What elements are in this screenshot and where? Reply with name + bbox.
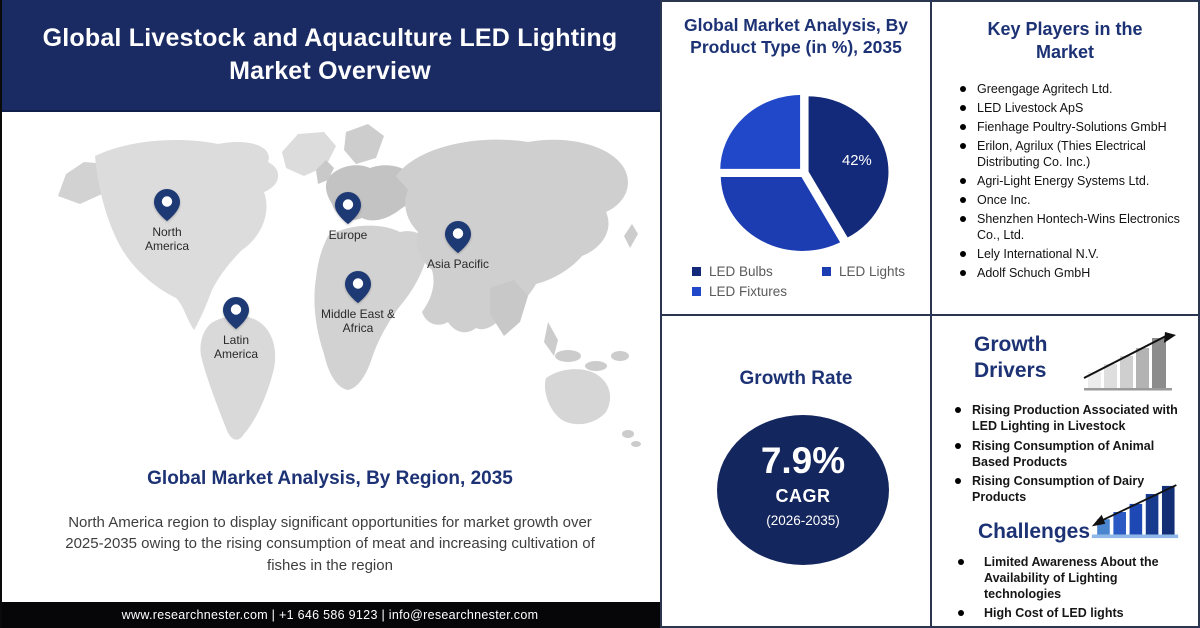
pie-chart-title: Global Market Analysis, By Product Type … bbox=[683, 15, 908, 58]
challenges-heading: Challenges bbox=[978, 519, 1091, 543]
growth-driver-item: Rising Consumption of Dairy Products bbox=[952, 473, 1184, 506]
key-player-item: Shenzhen Hontech-Wins Electronics Co., L… bbox=[958, 211, 1188, 243]
map-region-label: North America bbox=[144, 225, 189, 254]
map-pin-icon bbox=[335, 192, 361, 224]
map-pin-icon bbox=[223, 297, 249, 329]
key-player-item: Agri-Light Energy Systems Ltd. bbox=[958, 173, 1188, 189]
key-player-item: Erilon, Agrilux (Thies Electrical Distri… bbox=[958, 138, 1188, 170]
legend-label: LED Bulbs bbox=[709, 264, 773, 279]
declining-bar-chart-icon bbox=[1091, 483, 1179, 538]
legend-label: LED Fixtures bbox=[709, 284, 788, 299]
key-player-item: Adolf Schuch GmbH bbox=[958, 265, 1188, 281]
map-pin-icon bbox=[445, 221, 471, 253]
key-player-item: Lely International N.V. bbox=[958, 246, 1188, 262]
key-players-panel: Key Players in the Market Greengage Agri… bbox=[930, 0, 1200, 316]
map-region-label: Europe bbox=[328, 228, 368, 242]
left-edge-line bbox=[0, 0, 2, 628]
pie-chart: 42% bbox=[716, 91, 892, 255]
cagr-label: CAGR bbox=[775, 485, 831, 506]
pie-slice bbox=[716, 91, 804, 173]
region-analysis-heading: Global Market Analysis, By Region, 2035 bbox=[147, 468, 513, 489]
map-region-label: Latin America bbox=[213, 333, 258, 362]
world-map-graphic bbox=[58, 124, 641, 447]
key-player-item: Once Inc. bbox=[958, 192, 1188, 208]
legend-swatch bbox=[822, 267, 831, 276]
cagr-period: (2026-2035) bbox=[766, 512, 840, 528]
growth-rate-heading: Growth Rate bbox=[739, 368, 853, 389]
challenges-list: Limited Awareness About the Availability… bbox=[952, 554, 1184, 622]
map-region-label: Middle East & Africa bbox=[320, 307, 396, 336]
map-pin-middle-east-africa: Middle East & Africa bbox=[321, 270, 395, 335]
region-analysis-description: North America region to display signific… bbox=[65, 514, 595, 574]
challenges-header: Challenges bbox=[952, 483, 1184, 544]
rising-bar-chart-icon bbox=[1083, 332, 1176, 391]
pie-slice bbox=[805, 92, 892, 242]
legend-swatch bbox=[692, 267, 701, 276]
cagr-circle: 7.9% CAGR (2026-2035) bbox=[717, 415, 889, 565]
growth-driver-item: Rising Production Associated with LED Li… bbox=[952, 402, 1184, 435]
legend-item: LED Bulbs bbox=[692, 264, 822, 279]
growth-driver-item: Rising Consumption of Animal Based Produ… bbox=[952, 438, 1184, 471]
key-player-item: Fienhage Poultry-Solutions GmbH bbox=[958, 119, 1188, 135]
growth-drivers-list: Rising Production Associated with LED Li… bbox=[952, 402, 1184, 506]
cagr-value: 7.9% bbox=[760, 440, 846, 481]
map-pin-icon bbox=[345, 271, 371, 303]
legend-item: LED Fixtures bbox=[692, 284, 822, 299]
challenge-item: High Cost of LED lights bbox=[952, 605, 1184, 621]
growth-rate-panel: Growth Rate 7.9% CAGR (2026-2035) bbox=[660, 314, 932, 628]
map-pin-asia-pacific: Asia Pacific bbox=[427, 220, 489, 271]
key-player-item: LED Livestock ApS bbox=[958, 100, 1188, 116]
drivers-challenges-panel: Growth Drivers Rising Production Associa… bbox=[930, 314, 1200, 628]
map-pin-latin-america: Latin America bbox=[214, 296, 258, 361]
legend-swatch bbox=[692, 287, 701, 296]
world-map: North America Europe Asia Pacific Middle… bbox=[0, 0, 660, 470]
page-title: Global Livestock and Aquaculture LED Lig… bbox=[42, 24, 618, 85]
growth-drivers-header: Growth Drivers bbox=[952, 332, 1184, 394]
challenge-item: Limited Awareness About the Availability… bbox=[952, 554, 1184, 603]
product-type-chart-panel: Global Market Analysis, By Product Type … bbox=[660, 0, 932, 316]
title-banner: Global Livestock and Aquaculture LED Lig… bbox=[0, 0, 660, 112]
map-region-label: Asia Pacific bbox=[426, 257, 490, 271]
map-pin-north-america: North America bbox=[145, 188, 189, 253]
pie-legend: LED Bulbs LED Lights LED Fixtures bbox=[692, 264, 905, 299]
key-player-item: Greengage Agritech Ltd. bbox=[958, 81, 1188, 97]
map-pin-icon bbox=[154, 189, 180, 221]
key-players-list: Greengage Agritech Ltd. LED Livestock ApS… bbox=[958, 81, 1188, 281]
footer-bar: www.researchnester.com | +1 646 586 9123… bbox=[0, 602, 660, 628]
legend-item: LED Lights bbox=[822, 264, 905, 279]
growth-drivers-heading: Growth Drivers bbox=[974, 333, 1048, 382]
left-panel: Global Livestock and Aquaculture LED Lig… bbox=[0, 0, 660, 628]
legend-label: LED Lights bbox=[839, 264, 906, 279]
map-pin-europe: Europe bbox=[329, 191, 367, 242]
pie-data-label: 42% bbox=[842, 153, 872, 169]
key-players-heading: Key Players in the Market bbox=[987, 19, 1143, 63]
pie-slice bbox=[717, 173, 845, 255]
footer-contact: www.researchnester.com | +1 646 586 9123… bbox=[121, 608, 539, 622]
